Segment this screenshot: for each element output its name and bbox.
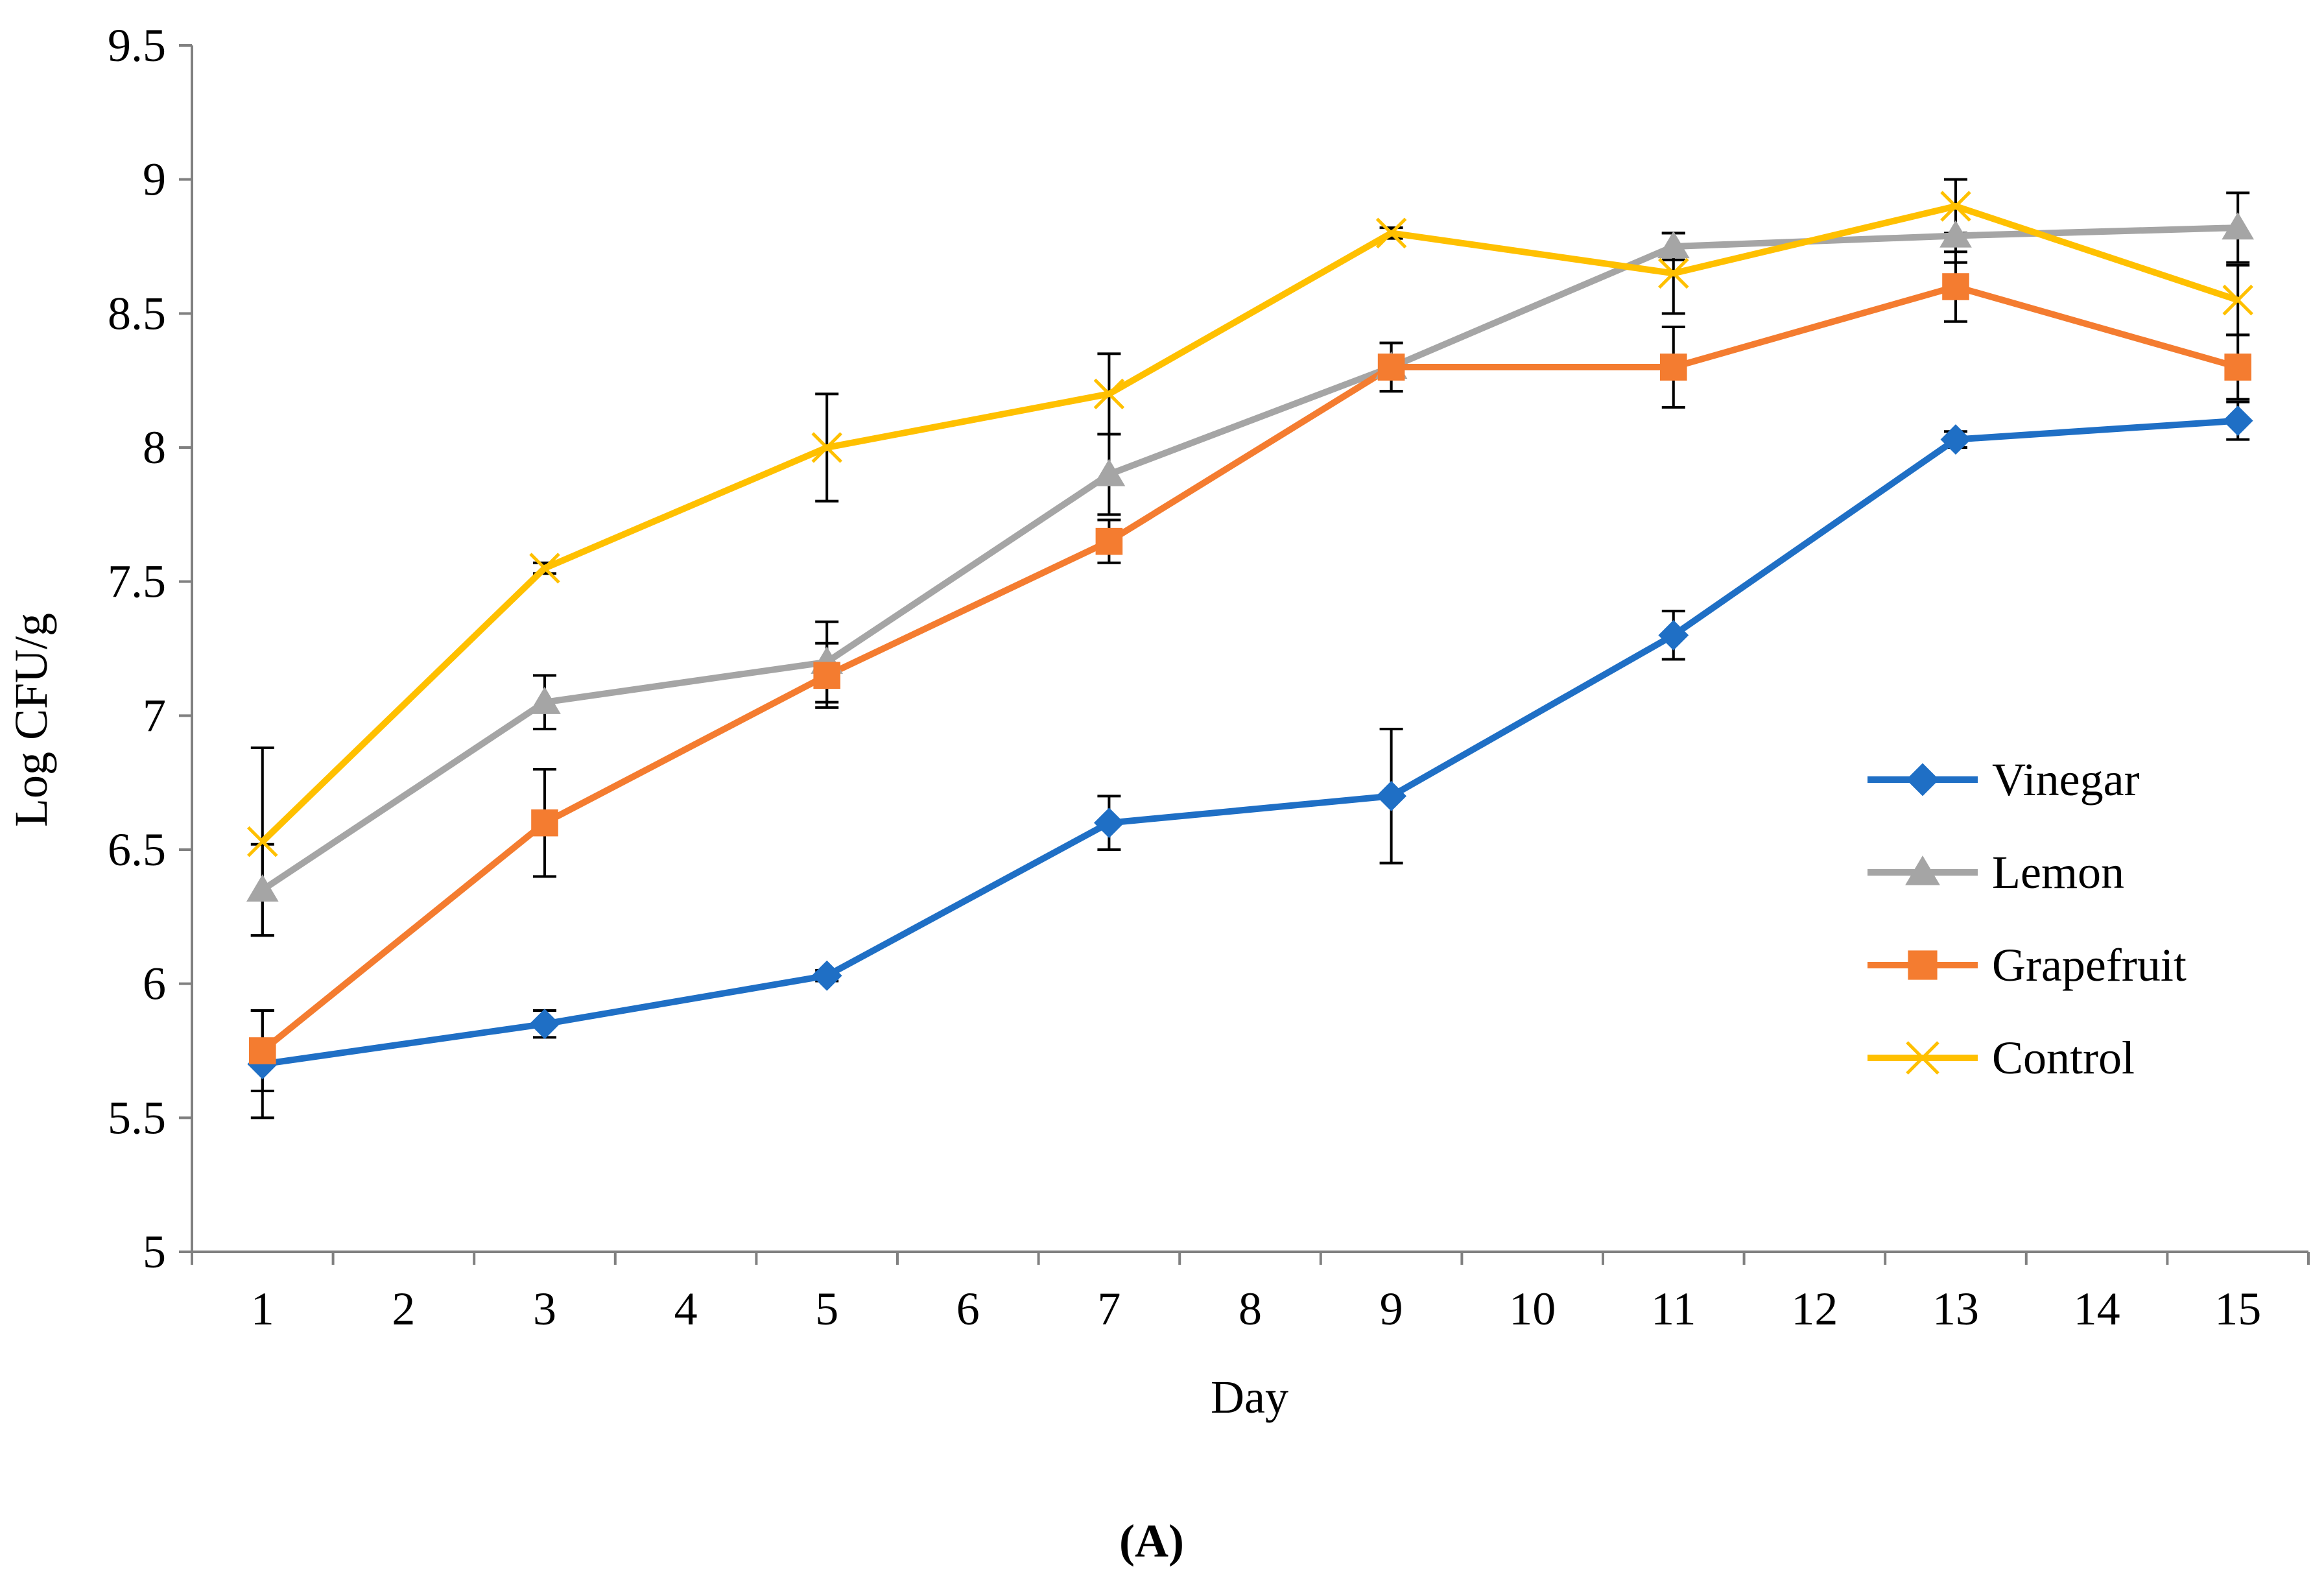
x-tick-label: 9 — [1380, 1283, 1403, 1335]
series-markers — [246, 191, 2255, 1080]
lemon-point — [1939, 220, 1972, 248]
y-tick-label: 8.5 — [108, 287, 166, 339]
x-tick-label: 11 — [1651, 1283, 1696, 1335]
x-tick-label: 12 — [1791, 1283, 1838, 1335]
error-bars — [250, 178, 2250, 1119]
x-axis-title: Day — [1211, 1371, 1288, 1423]
legend-label: Grapefruit — [1992, 939, 2187, 991]
lemon-line — [261, 224, 2238, 893]
grapefruit-point — [1377, 353, 1405, 381]
marker-x-stroke — [2222, 284, 2253, 316]
marker-x-stroke — [1375, 217, 1407, 249]
marker-x-stroke — [1093, 378, 1125, 410]
x-tick-label: 14 — [2074, 1283, 2120, 1335]
control-point — [1940, 191, 1971, 222]
y-tick-label: 5 — [143, 1226, 166, 1278]
marker-x-stroke — [529, 553, 560, 584]
control-point — [1375, 217, 1407, 249]
x-tick-label: 10 — [1509, 1283, 1556, 1335]
lemon-point — [1093, 459, 1126, 486]
marker-x-stroke — [1940, 191, 1971, 222]
lemon-point — [528, 686, 561, 714]
y-tick-label: 8 — [143, 422, 166, 473]
vinegar-point — [811, 960, 842, 991]
lemon-point — [2222, 212, 2255, 240]
legend-label: Control — [1992, 1032, 2135, 1084]
y-tick-label: 9.5 — [108, 19, 166, 71]
series-lines — [260, 203, 2239, 1068]
legend: Vinegar Lemon Grapefruit Control — [1868, 754, 2187, 1084]
x-tick-label: 2 — [392, 1283, 415, 1335]
figure-caption: (A) — [1119, 1515, 1184, 1567]
legend-swatch-marker — [1908, 950, 1938, 980]
vinegar-point — [1940, 424, 1971, 455]
x-tick-label: 1 — [251, 1283, 274, 1335]
lemon-point — [1657, 231, 1690, 259]
x-tick-label: 4 — [674, 1283, 698, 1335]
vinegar-line — [262, 417, 2238, 1068]
y-tick-label: 5.5 — [108, 1092, 166, 1143]
legend-label: Vinegar — [1992, 754, 2140, 806]
legend-swatch-marker — [1905, 856, 1940, 885]
legend-swatch-marker — [1906, 1041, 1939, 1075]
x-tick-label: 7 — [1097, 1283, 1120, 1335]
control-point — [2222, 284, 2253, 316]
grapefruit-point — [249, 1037, 276, 1064]
x-tick-label: 3 — [533, 1283, 556, 1335]
legend-item-lemon: Lemon — [1868, 846, 2124, 898]
marker-x-stroke — [1906, 1041, 1939, 1075]
y-tick-label: 6 — [143, 958, 166, 1010]
control-point — [1093, 378, 1125, 410]
grapefruit-point — [1942, 273, 1969, 300]
marker-x-stroke — [1658, 257, 1689, 289]
x-tick-label: 13 — [1932, 1283, 1979, 1335]
legend-swatch-marker — [1906, 763, 1939, 796]
x-tick-label: 5 — [815, 1283, 838, 1335]
control-point — [1658, 257, 1689, 289]
y-tick-label: 7 — [143, 689, 166, 741]
legend-item-control: Control — [1868, 1032, 2135, 1084]
marker-x-stroke — [247, 826, 278, 857]
vinegar-point — [1658, 619, 1689, 651]
control-point — [811, 432, 842, 463]
y-tick-label: 7.5 — [108, 556, 166, 608]
x-tick-label: 8 — [1239, 1283, 1262, 1335]
vinegar-point — [1093, 808, 1124, 839]
grapefruit-point — [1660, 353, 1687, 381]
vinegar-point — [529, 1009, 560, 1040]
control-point — [529, 553, 560, 584]
vinegar-point — [1376, 780, 1407, 811]
grapefruit-point — [531, 809, 558, 837]
y-tick-label: 9 — [143, 154, 166, 206]
lemon-point — [246, 874, 279, 902]
legend-label: Lemon — [1992, 846, 2124, 898]
legend-item-vinegar: Vinegar — [1868, 754, 2140, 806]
axes: 55.566.577.588.599.51 2 3 4 5 6 7 8 9 10 11 12 13 14 1… — [108, 19, 2310, 1335]
control-point — [247, 826, 278, 857]
control-line — [260, 203, 2239, 844]
vinegar-point — [2222, 405, 2253, 437]
grapefruit-point — [1095, 527, 1123, 555]
y-axis-title: Log CFU/g — [5, 613, 57, 827]
grapefruit-point — [2224, 353, 2251, 381]
legend-item-grapefruit: Grapefruit — [1868, 939, 2187, 991]
x-tick-label: 15 — [2214, 1283, 2261, 1335]
grapefruit-line — [260, 283, 2239, 1053]
y-tick-label: 6.5 — [108, 824, 166, 876]
grapefruit-point — [813, 662, 841, 689]
marker-x-stroke — [811, 432, 842, 463]
x-tick-label: 6 — [956, 1283, 980, 1335]
